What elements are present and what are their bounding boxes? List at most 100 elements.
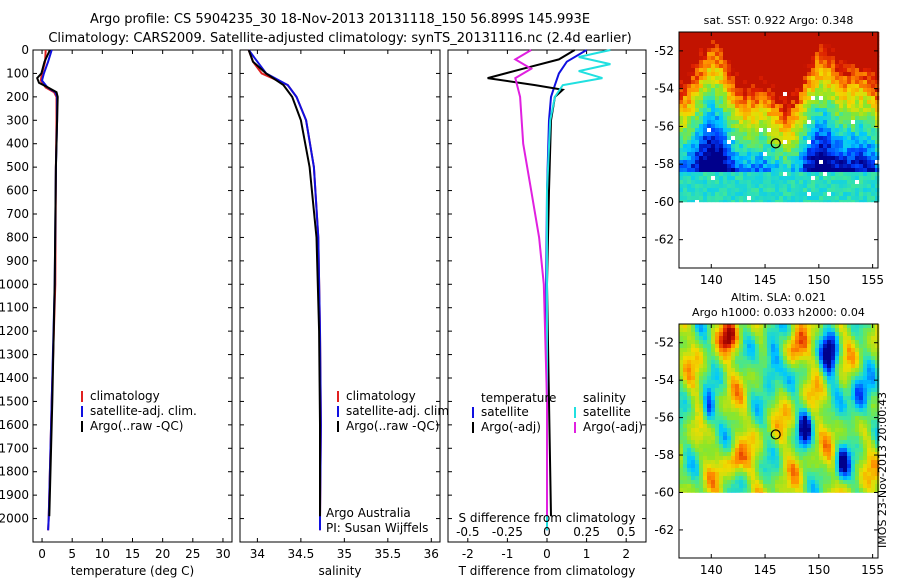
map-cell bbox=[847, 388, 852, 393]
map-cell bbox=[831, 368, 836, 373]
map-cell bbox=[715, 76, 720, 81]
map-cell bbox=[827, 452, 832, 457]
map-cell bbox=[795, 420, 800, 425]
x-tick-label: 140 bbox=[700, 273, 723, 287]
map-cell bbox=[703, 360, 708, 365]
map-cell bbox=[723, 340, 728, 345]
map-cell bbox=[875, 40, 880, 45]
map-cell bbox=[775, 160, 780, 165]
map-cell bbox=[851, 404, 856, 409]
map-cell bbox=[795, 44, 800, 49]
map-cell bbox=[695, 200, 700, 203]
map-cell bbox=[751, 136, 756, 141]
map-cell bbox=[707, 420, 712, 425]
map-cell bbox=[691, 92, 696, 97]
map-cell bbox=[771, 460, 776, 465]
map-cell bbox=[863, 108, 868, 113]
map-cell bbox=[715, 464, 720, 469]
map-cell bbox=[687, 44, 692, 49]
map-cell bbox=[775, 468, 780, 473]
map-cell bbox=[755, 340, 760, 345]
y-tick-label: -60 bbox=[654, 195, 674, 209]
map-cell bbox=[731, 104, 736, 109]
map-cell bbox=[759, 460, 764, 465]
map-cell bbox=[767, 124, 772, 129]
map-cell bbox=[771, 176, 776, 181]
map-cell bbox=[819, 404, 824, 409]
map-cell bbox=[859, 492, 864, 493]
map-cell bbox=[783, 476, 788, 481]
map-cell bbox=[771, 384, 776, 389]
map-cell bbox=[815, 176, 820, 181]
map-cell bbox=[727, 328, 732, 333]
map-cell bbox=[779, 380, 784, 385]
map-cell bbox=[771, 412, 776, 417]
map-cell bbox=[803, 352, 808, 357]
map-cell bbox=[839, 364, 844, 369]
map-cell bbox=[831, 76, 836, 81]
map-cell bbox=[875, 360, 880, 365]
map-cell bbox=[863, 376, 868, 381]
map-cell bbox=[703, 440, 708, 445]
map-cell bbox=[835, 352, 840, 357]
map-cell bbox=[699, 428, 704, 433]
map-cell bbox=[727, 388, 732, 393]
map-cell bbox=[711, 436, 716, 441]
map-cell bbox=[823, 488, 828, 493]
map-cell bbox=[823, 112, 828, 117]
map-cell bbox=[779, 332, 784, 337]
map-cell bbox=[699, 168, 704, 173]
map-cell bbox=[747, 392, 752, 397]
map-cell bbox=[835, 124, 840, 129]
map-cell bbox=[847, 108, 852, 113]
map-cell bbox=[719, 332, 724, 337]
map-cell bbox=[755, 88, 760, 93]
map-cell bbox=[711, 60, 716, 65]
map-cell bbox=[795, 368, 800, 373]
map-cell bbox=[851, 144, 856, 149]
map-cell bbox=[771, 160, 776, 165]
map-cell bbox=[835, 380, 840, 385]
map-cell bbox=[779, 344, 784, 349]
map-cell bbox=[831, 168, 836, 173]
map-cell bbox=[763, 492, 768, 493]
map-cell bbox=[779, 324, 784, 329]
map-cell bbox=[831, 64, 836, 69]
map-cell bbox=[695, 456, 700, 461]
map-cell bbox=[847, 164, 852, 169]
map-cell bbox=[819, 200, 824, 203]
map-cell bbox=[839, 420, 844, 425]
map-cell bbox=[871, 432, 876, 437]
map-cell bbox=[763, 460, 768, 465]
map-cell bbox=[811, 180, 816, 185]
map-cell bbox=[783, 360, 788, 365]
map-cell bbox=[811, 184, 816, 189]
map-cell bbox=[759, 492, 764, 493]
map-cell bbox=[767, 412, 772, 417]
map-cell bbox=[715, 368, 720, 373]
map-cell bbox=[699, 128, 704, 133]
map-cell bbox=[807, 448, 812, 453]
map-cell bbox=[707, 392, 712, 397]
map-cell bbox=[863, 68, 868, 73]
map-cell bbox=[819, 440, 824, 445]
map-cell bbox=[819, 436, 824, 441]
map-cell bbox=[679, 44, 684, 49]
map-cell bbox=[851, 392, 856, 397]
map-cell bbox=[751, 52, 756, 57]
map-cell bbox=[827, 372, 832, 377]
map-cell bbox=[695, 32, 700, 37]
map-cell bbox=[703, 492, 708, 493]
map-cell bbox=[791, 96, 796, 101]
map-cell bbox=[827, 464, 832, 469]
map-cell bbox=[851, 176, 856, 181]
map-cell bbox=[839, 188, 844, 193]
map-cell bbox=[775, 380, 780, 385]
map-cell bbox=[779, 52, 784, 57]
map-cell bbox=[803, 196, 808, 201]
map-cell bbox=[715, 476, 720, 481]
map-cell bbox=[755, 120, 760, 125]
map-cell bbox=[691, 452, 696, 457]
map-cell bbox=[847, 484, 852, 489]
map-cell bbox=[867, 200, 872, 203]
